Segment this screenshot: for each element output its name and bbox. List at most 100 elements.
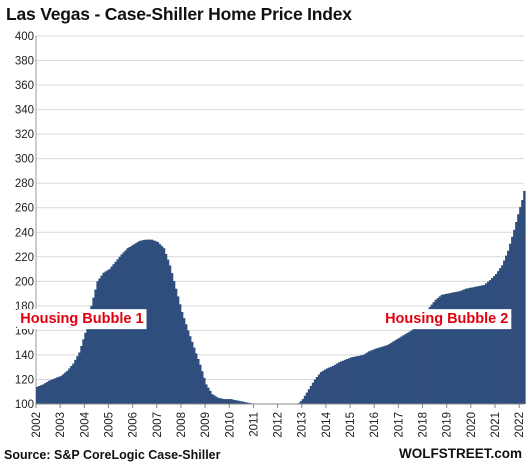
annotations: Housing Bubble 1 Housing Bubble 2: [17, 309, 512, 330]
bar: [404, 334, 407, 404]
bar: [189, 336, 192, 404]
bar: [213, 395, 216, 404]
bar: [50, 379, 53, 404]
bar: [317, 374, 321, 404]
bar: [162, 248, 166, 404]
bar: [350, 357, 353, 404]
bar: [503, 260, 506, 404]
bar: [380, 346, 383, 404]
bar: [432, 302, 436, 404]
bar: [305, 392, 309, 404]
bar: [378, 347, 381, 404]
x-tick-label: 2017: [393, 412, 405, 438]
bar: [327, 367, 331, 404]
bar: [148, 239, 152, 404]
bar: [182, 318, 186, 404]
x-tick-label: 2012: [273, 412, 285, 438]
bar: [98, 278, 101, 404]
bar: [323, 369, 327, 404]
bar: [436, 298, 440, 404]
bar: [430, 304, 433, 404]
x-tick-label: 2019: [442, 412, 454, 438]
bar: [40, 385, 43, 404]
bar: [120, 254, 123, 404]
x-tick-label: 2003: [55, 412, 67, 438]
bar: [313, 379, 317, 404]
bar: [454, 292, 458, 404]
bar: [215, 396, 218, 404]
bar: [325, 368, 329, 404]
y-tick-label: 260: [15, 203, 34, 215]
bar: [484, 283, 488, 404]
bar: [225, 399, 228, 404]
bar: [438, 296, 442, 404]
bar: [386, 345, 389, 404]
bar: [168, 265, 172, 404]
bar: [48, 380, 51, 404]
bar: [406, 332, 409, 404]
bar: [88, 314, 91, 404]
x-tick-label: 2004: [79, 411, 91, 437]
bar: [337, 362, 341, 404]
bar: [474, 286, 478, 404]
x-tick-label: 2010: [224, 412, 236, 438]
bar: [191, 341, 194, 404]
bar: [100, 275, 103, 404]
y-tick-label: 100: [15, 399, 34, 411]
x-tick-label: 2022: [514, 412, 526, 438]
bar: [164, 253, 168, 404]
bar: [390, 342, 393, 404]
bar: [152, 240, 156, 404]
bar: [333, 364, 337, 404]
bar: [440, 294, 444, 404]
bar: [38, 385, 41, 404]
bar: [186, 330, 190, 404]
bar: [217, 397, 220, 404]
bar: [339, 361, 343, 404]
brand-logo-text: WOLFSTREET.com: [398, 446, 522, 461]
bar: [513, 229, 516, 404]
bar: [203, 377, 206, 404]
bar: [346, 358, 349, 404]
bar: [396, 338, 399, 404]
bars: [36, 190, 526, 405]
bar: [515, 221, 518, 404]
x-tick-label: 2016: [369, 412, 381, 438]
bar: [54, 378, 57, 404]
bar: [482, 285, 486, 404]
bar: [307, 389, 311, 404]
bar: [221, 398, 224, 404]
bar: [64, 372, 67, 404]
bar: [195, 353, 198, 404]
bar: [490, 278, 494, 404]
bar: [376, 348, 379, 404]
x-tick-label: 2005: [103, 412, 115, 438]
bar: [446, 293, 450, 404]
bar: [116, 259, 119, 404]
bar: [247, 402, 250, 404]
bar: [364, 353, 367, 404]
bar: [112, 264, 115, 404]
bar: [418, 323, 421, 404]
bar: [499, 268, 502, 404]
bar: [72, 363, 75, 404]
bar: [488, 280, 492, 404]
bar: [90, 305, 93, 404]
y-tick-label: 140: [15, 350, 34, 362]
bar: [416, 325, 419, 404]
bar: [480, 285, 484, 404]
bar: [76, 356, 79, 404]
bar: [84, 332, 87, 404]
bar: [74, 359, 77, 404]
bar: [434, 299, 438, 404]
bar: [78, 352, 81, 404]
bar: [426, 310, 429, 404]
bar: [110, 266, 113, 404]
bar: [239, 401, 242, 404]
bar: [92, 297, 95, 404]
bar: [245, 402, 248, 404]
bar: [241, 401, 244, 404]
bar: [82, 339, 85, 404]
bar: [408, 331, 411, 404]
